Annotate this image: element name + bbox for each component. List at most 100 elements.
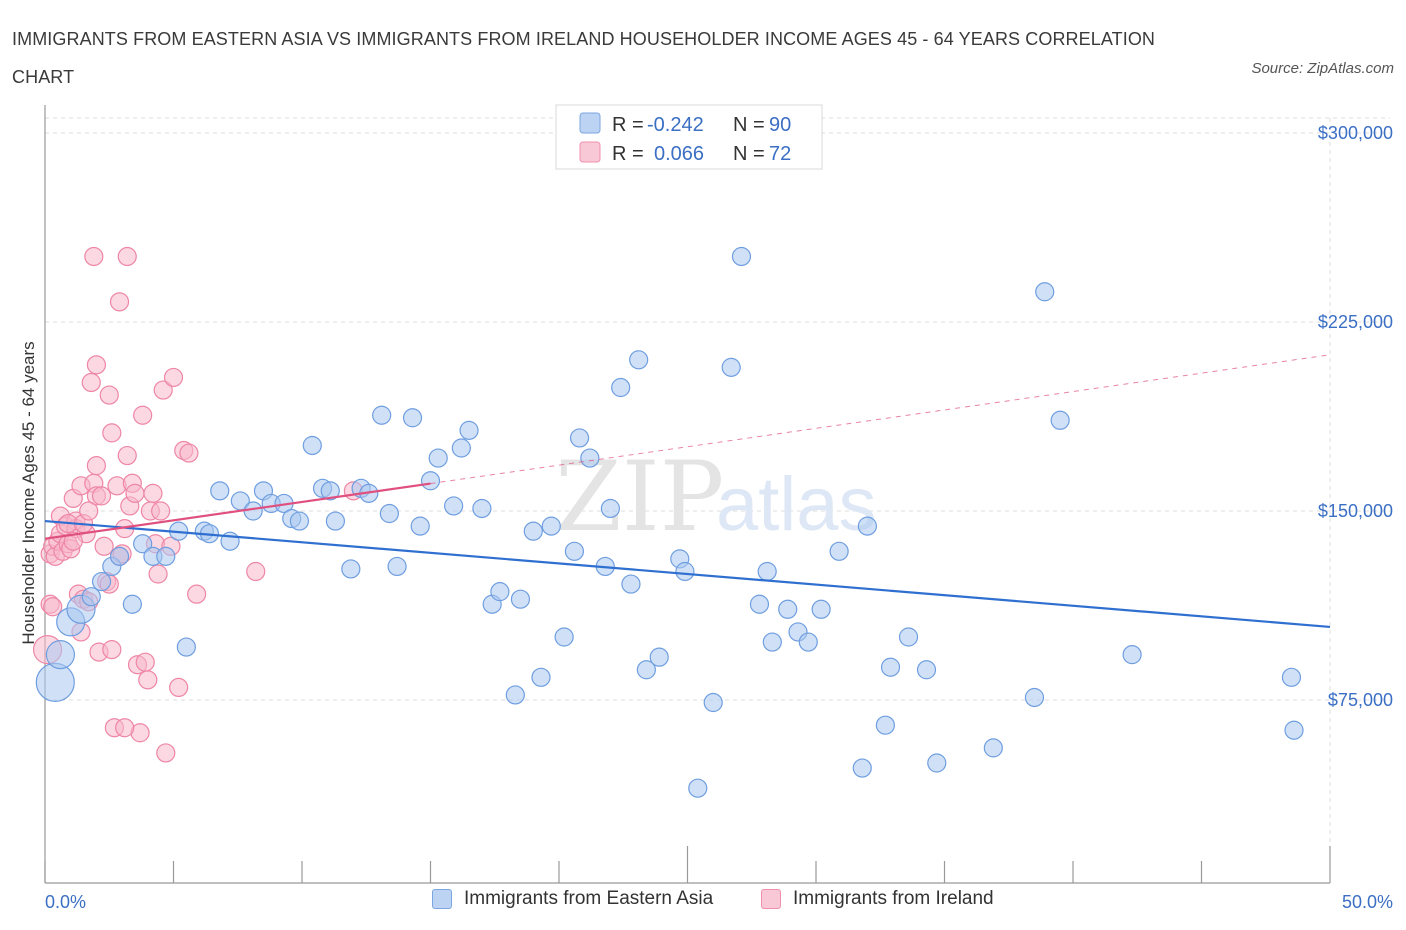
point-eastern-asia <box>1035 282 1055 302</box>
point-eastern-asia <box>1024 687 1045 708</box>
point-ireland <box>79 501 99 521</box>
legend-swatch-eastern-asia <box>579 112 601 134</box>
point-ireland <box>81 372 101 393</box>
point-eastern-asia <box>410 516 430 536</box>
point-eastern-asia <box>649 647 669 667</box>
point-eastern-asia <box>1284 720 1304 740</box>
trend-line-ireland-dashed <box>430 354 1331 485</box>
y-tick-label: $300,000 <box>1318 123 1393 143</box>
bottom-legend-label-eastern-asia: Immigrants from Eastern Asia <box>464 888 714 909</box>
y-tick-label: $75,000 <box>1328 690 1393 710</box>
point-ireland <box>86 355 107 375</box>
point-eastern-asia <box>762 632 782 652</box>
point-eastern-asia <box>420 471 441 491</box>
point-ireland <box>179 443 199 463</box>
point-eastern-asia <box>621 574 641 594</box>
point-ireland <box>246 561 266 582</box>
point-eastern-asia <box>505 685 525 705</box>
point-eastern-asia <box>372 405 392 425</box>
point-eastern-asia <box>564 541 585 561</box>
point-eastern-asia <box>541 516 561 536</box>
point-eastern-asia <box>983 738 1003 758</box>
point-eastern-asia <box>302 435 322 456</box>
legend-r-label-1: R = <box>612 114 644 136</box>
point-ireland <box>148 564 168 584</box>
point-ireland <box>117 445 137 466</box>
bottom-legend: Immigrants from Eastern Asia Immigrants … <box>0 888 1406 918</box>
point-eastern-asia <box>81 587 101 607</box>
point-eastern-asia <box>243 501 263 521</box>
point-eastern-asia <box>379 503 399 524</box>
legend-swatch-ireland <box>579 141 601 163</box>
point-ireland <box>86 456 107 476</box>
point-eastern-asia <box>490 582 510 602</box>
point-ireland <box>187 584 207 604</box>
legend-r-value-1: -0.242 <box>647 114 704 136</box>
point-eastern-asia <box>916 660 937 680</box>
point-eastern-asia <box>1122 645 1142 665</box>
point-eastern-asia <box>45 640 76 670</box>
point-eastern-asia <box>703 692 723 713</box>
point-eastern-asia <box>852 758 872 778</box>
point-eastern-asia <box>778 599 798 619</box>
y-tick-label: $225,000 <box>1318 312 1393 332</box>
point-ireland <box>63 531 83 551</box>
point-ireland <box>151 501 171 521</box>
point-eastern-asia <box>210 481 230 501</box>
point-eastern-asia <box>554 627 574 647</box>
point-eastern-asia <box>875 715 895 735</box>
x-tick-label-max: 50.0% <box>1342 892 1393 912</box>
point-ireland <box>91 486 112 506</box>
point-eastern-asia <box>611 377 631 398</box>
point-eastern-asia <box>731 246 752 267</box>
point-eastern-asia <box>35 662 75 702</box>
point-eastern-asia <box>510 589 531 609</box>
legend-n-label-2: N = <box>733 143 765 165</box>
x-tick-labels: 0.0% 50.0% <box>45 892 1393 912</box>
chart-title: IMMIGRANTS FROM EASTERN ASIA VS IMMIGRAN… <box>12 29 1156 87</box>
legend-n-value-1: 90 <box>769 114 791 136</box>
bottom-legend-swatch-eastern-asia <box>432 889 452 909</box>
point-eastern-asia <box>428 448 448 468</box>
y-axis-label: Householder Income Ages 45 - 64 years <box>19 341 38 644</box>
series-eastern-asia <box>35 246 1304 798</box>
point-eastern-asia <box>600 498 621 519</box>
legend-r-label-2: R = <box>612 143 644 165</box>
axes <box>44 105 1331 884</box>
point-eastern-asia <box>402 408 423 428</box>
point-ireland <box>43 597 63 617</box>
point-ireland <box>102 423 122 443</box>
point-eastern-asia <box>451 438 471 458</box>
point-eastern-asia <box>289 511 310 531</box>
bottom-legend-swatch-ireland <box>761 889 781 909</box>
point-eastern-asia <box>636 660 656 680</box>
point-eastern-asia <box>857 516 878 536</box>
point-ireland <box>169 677 189 698</box>
point-eastern-asia <box>531 667 551 687</box>
point-eastern-asia <box>325 511 346 531</box>
point-eastern-asia <box>798 632 818 652</box>
x-tick-label-min: 0.0% <box>45 892 86 912</box>
point-ireland <box>109 292 130 312</box>
bottom-legend-item-eastern-asia: Immigrants from Eastern Asia <box>432 888 713 910</box>
point-eastern-asia <box>109 546 130 566</box>
point-eastern-asia <box>1281 667 1302 687</box>
y-tick-labels: $75,000 $150,000 $225,000 $300,000 <box>1318 123 1393 710</box>
point-eastern-asia <box>176 637 196 657</box>
point-eastern-asia <box>898 627 919 647</box>
point-ireland <box>117 246 137 267</box>
point-eastern-asia <box>459 420 479 440</box>
point-eastern-asia <box>472 498 492 519</box>
point-eastern-asia <box>675 561 695 582</box>
point-eastern-asia <box>629 350 649 370</box>
point-eastern-asia <box>387 556 407 577</box>
point-eastern-asia <box>829 541 849 561</box>
bottom-legend-item-ireland: Immigrants from Ireland <box>761 888 994 910</box>
point-ireland <box>84 246 104 267</box>
point-ireland <box>102 639 122 660</box>
point-ireland <box>115 718 135 738</box>
y-tick-label: $150,000 <box>1318 501 1393 521</box>
point-ireland <box>94 536 114 556</box>
point-eastern-asia <box>811 599 831 619</box>
